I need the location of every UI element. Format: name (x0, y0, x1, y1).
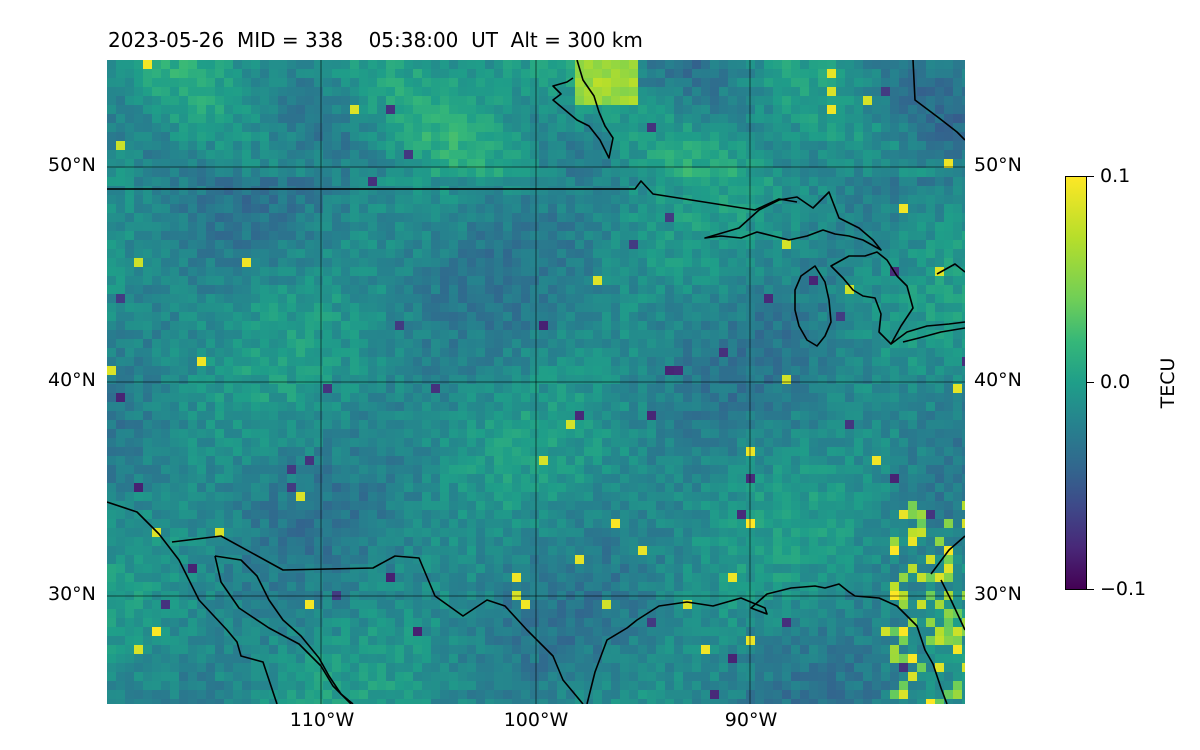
map-title: 2023-05-26 MID = 338 05:38:00 UT Alt = 3… (108, 28, 643, 52)
lat-label-50-left: 50°N (48, 154, 96, 176)
lake-erie-south (902, 327, 965, 343)
florida-coast (930, 535, 965, 575)
gulf-of-california (214, 555, 352, 704)
lon-label-110: 110°W (289, 709, 355, 731)
lake-michigan (794, 265, 832, 347)
map-canvas (107, 60, 965, 704)
lat-label-30-left: 30°N (48, 583, 96, 605)
colorbar-tick-max (1087, 176, 1094, 177)
hudson-coast (912, 60, 965, 141)
lat-label-40-left: 40°N (48, 369, 96, 391)
lake-erie (890, 321, 965, 345)
lon-label-100: 100°W (503, 709, 569, 731)
colorbar-label-min: −0.1 (1100, 578, 1147, 600)
colorbar (1065, 176, 1087, 590)
lat-label-40-right: 40°N (974, 369, 1022, 391)
colorbar-title: TECU (1157, 357, 1179, 409)
gulf-coast (586, 583, 948, 704)
lake-superior (704, 191, 882, 251)
lat-label-50-right: 50°N (974, 154, 1022, 176)
lake-ontario (936, 263, 965, 275)
colorbar-label-max: 0.1 (1100, 165, 1131, 187)
us-mexico-border (171, 535, 584, 704)
mainland-west-coast (214, 555, 354, 704)
us-canada-border (107, 180, 798, 211)
colorbar-tick-min (1087, 589, 1094, 590)
grid-lines (107, 60, 965, 704)
tec-grid (107, 60, 965, 704)
baja-coast (107, 501, 278, 704)
florida-west (940, 579, 965, 631)
colorbar-tick-zero (1087, 382, 1094, 383)
tec-map (107, 60, 965, 704)
coastlines-borders (107, 60, 965, 704)
lat-label-30-right: 30°N (974, 583, 1022, 605)
lake-huron (830, 251, 914, 345)
lon-label-90: 90°W (724, 709, 778, 731)
james-bay-coast (552, 60, 614, 159)
colorbar-label-zero: 0.0 (1100, 371, 1131, 393)
